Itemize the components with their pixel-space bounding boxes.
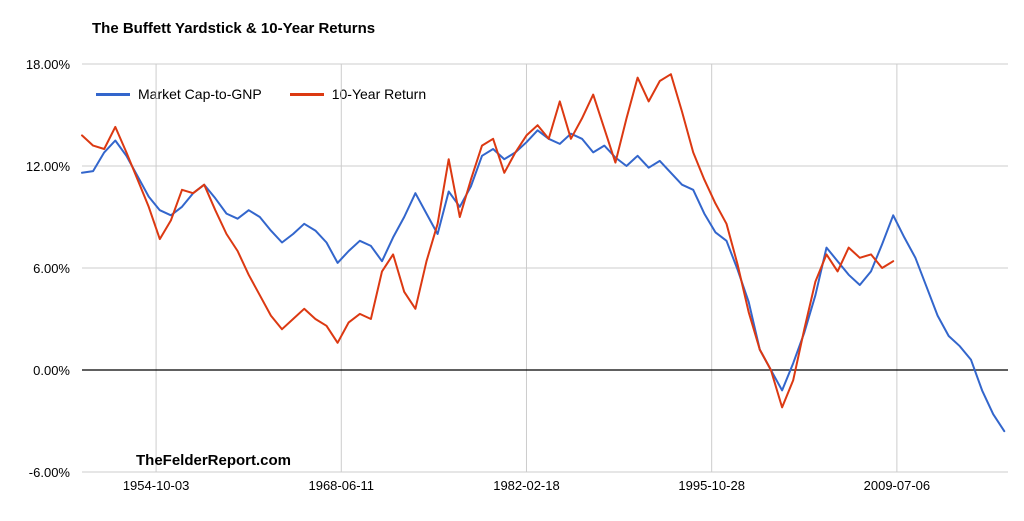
x-axis-tick-label: 1982-02-18 <box>493 478 560 493</box>
y-axis-tick-label: -6.00% <box>0 465 70 480</box>
x-axis-tick-label: 2009-07-06 <box>864 478 931 493</box>
watermark: TheFelderReport.com <box>136 452 291 469</box>
y-axis-tick-label: 12.00% <box>0 159 70 174</box>
y-axis-tick-label: 6.00% <box>0 261 70 276</box>
x-axis-tick-label: 1954-10-03 <box>123 478 190 493</box>
chart-container: The Buffett Yardstick & 10-Year Returns … <box>0 0 1024 521</box>
y-axis-tick-label: 0.00% <box>0 363 70 378</box>
chart-title: The Buffett Yardstick & 10-Year Returns <box>92 20 375 37</box>
y-axis-tick-label: 18.00% <box>0 57 70 72</box>
x-axis-tick-label: 1995-10-28 <box>678 478 745 493</box>
x-axis-tick-label: 1968-06-11 <box>308 478 374 493</box>
chart-plot-area <box>82 64 1008 472</box>
